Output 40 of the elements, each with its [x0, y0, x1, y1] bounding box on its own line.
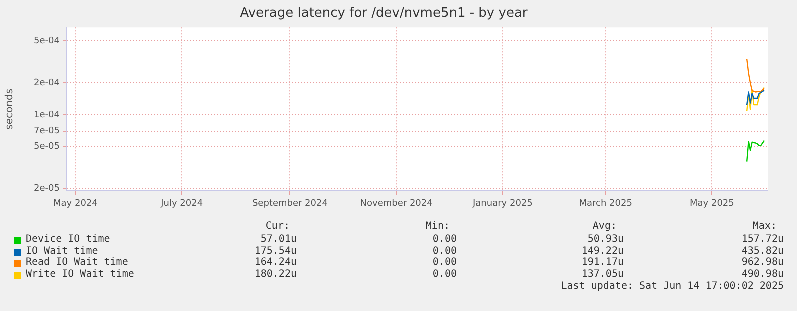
x-tick-label: November 2024 — [360, 198, 434, 209]
x-tick-label: July 2024 — [160, 198, 204, 209]
legend-label: Write IO Wait time — [26, 269, 134, 282]
text: Max: — [752, 221, 777, 233]
text: 0.00 — [432, 234, 457, 246]
x-tick-label: September 2024 — [252, 198, 328, 209]
text: 490.98u — [742, 269, 784, 282]
text: Last update: Sat Jun 14 17:00:02 2025 — [561, 280, 784, 293]
text: 0.00 — [432, 246, 457, 258]
x-tick-label: May 2025 — [690, 198, 734, 209]
legend-label: Read IO Wait time — [26, 257, 128, 269]
text: Min: — [426, 221, 450, 233]
text: 157.72u — [742, 234, 784, 246]
text: 191.17u — [582, 257, 624, 270]
text: 435.82u — [742, 246, 784, 258]
y-tick-label: 5e-04 — [34, 36, 60, 46]
text: 57.01u — [260, 234, 297, 246]
x-tick-label: March 2025 — [579, 198, 632, 209]
text: 164.24u — [254, 257, 297, 270]
x-tick-label: January 2025 — [472, 198, 533, 209]
y-tick-label: 5e-05 — [34, 142, 60, 152]
text: 0.00 — [432, 269, 457, 282]
y-tick-label: 2e-04 — [34, 78, 60, 88]
legend-label: IO Wait time — [26, 246, 98, 257]
y-axis-title: seconds — [4, 88, 16, 130]
y-tick-label: 1e-04 — [34, 110, 60, 120]
text: Avg: — [592, 221, 617, 233]
y-tick-label: 7e-05 — [34, 126, 60, 137]
text: Cur: — [266, 221, 290, 233]
text: 50.93u — [588, 234, 624, 246]
text: 962.98u — [742, 257, 784, 270]
text: 149.22u — [582, 246, 624, 258]
text: 137.05u — [582, 269, 624, 281]
y-tick-label: 2e-05 — [34, 184, 60, 194]
chart-title: Average latency for /dev/nvme5n1 - by year — [240, 6, 528, 22]
legend-label: Device IO time — [26, 234, 110, 246]
text: 0.00 — [432, 257, 457, 270]
text: 175.54u — [254, 246, 297, 258]
text: 180.22u — [254, 269, 297, 282]
x-tick-label: May 2024 — [54, 198, 98, 209]
